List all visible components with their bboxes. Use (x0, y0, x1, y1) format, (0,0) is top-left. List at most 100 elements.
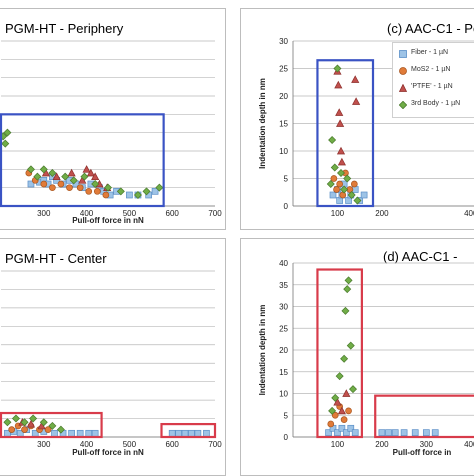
point-ptfe (335, 108, 344, 116)
point-fiber (51, 429, 58, 437)
highlight-box (0, 411, 103, 439)
point-mos2 (345, 407, 352, 415)
point-third-body (29, 414, 38, 423)
highlight-box (374, 394, 474, 439)
highlight-box (160, 422, 217, 439)
point-third-body (155, 183, 164, 192)
point-third-body (335, 372, 344, 381)
point-mos2 (327, 420, 335, 428)
point-fiber (91, 429, 99, 437)
point-third-body (104, 183, 112, 192)
y-tick-label: 20 (279, 92, 288, 101)
y-tick-label: 35 (279, 281, 288, 290)
point-third-body (330, 163, 339, 172)
point-third-body (343, 285, 352, 294)
point-mos2 (339, 191, 347, 199)
point-third-body (343, 174, 352, 183)
chart-b: 300 400 500 600 700 Pull-off force in nN (0, 270, 222, 457)
x-tick-label: 300 (420, 440, 434, 449)
point-mos2 (93, 187, 101, 195)
point-third-body (48, 421, 57, 430)
point-third-body (326, 180, 335, 188)
y-tick-label: 20 (279, 346, 288, 355)
x-tick-label: 600 (166, 440, 180, 449)
point-third-body (328, 406, 337, 415)
point-fiber (175, 429, 182, 437)
y-tick-label: 0 (284, 433, 289, 442)
point-fiber (338, 424, 346, 432)
x-tick-label: 100 (331, 209, 345, 218)
point-ptfe (336, 119, 345, 127)
y-axis-label: Indentation depth in nm (258, 305, 267, 396)
point-fiber (345, 197, 352, 204)
x-axis-label: Pull-off force in nN (72, 448, 144, 457)
point-ptfe (333, 397, 342, 406)
x-tick-label: 200 (375, 440, 389, 449)
x-tick-label: 400 (80, 440, 94, 449)
panel-b: PGM-HT - Center 300 400 500 600 700 Pull-off … (0, 238, 226, 476)
legend-triangle-icon (399, 84, 407, 92)
point-mos2 (333, 186, 340, 193)
point-mos2 (66, 184, 73, 192)
point-mos2 (336, 180, 344, 188)
point-ptfe (26, 419, 36, 428)
point-third-body (353, 196, 362, 205)
point-fiber (336, 197, 344, 204)
y-tick-label: 30 (279, 303, 288, 312)
point-ptfe (342, 389, 351, 397)
y-tick-label: 25 (279, 324, 288, 333)
point-third-body (328, 136, 337, 144)
point-mos2 (331, 411, 339, 419)
point-mos2 (57, 180, 65, 188)
point-fiber (181, 429, 189, 437)
point-third-body (61, 172, 70, 181)
point-third-body (11, 414, 20, 423)
point-mos2 (44, 426, 52, 433)
x-tick-label: 500 (123, 440, 137, 449)
y-tick-label: 5 (284, 411, 289, 420)
y-tick-label: 40 (279, 259, 288, 268)
point-mos2 (8, 426, 16, 433)
point-third-body (341, 306, 350, 315)
point-third-body (69, 176, 78, 185)
point-mos2 (21, 426, 28, 433)
x-tick-label: 300 (37, 209, 51, 218)
x-tick-label: 700 (208, 440, 222, 449)
point-third-body (340, 354, 349, 363)
chart-c: 100 200 400 0 5 10 15 20 25 30 Indentation depth i… (258, 37, 474, 218)
point-mos2 (76, 184, 84, 192)
point-fiber (168, 429, 176, 437)
y-tick-label: 5 (284, 175, 289, 184)
y-tick-label: 30 (279, 37, 288, 46)
point-third-body (80, 172, 89, 181)
point-fiber (411, 429, 419, 436)
point-ptfe (351, 75, 360, 83)
highlight-box (316, 59, 375, 208)
point-third-body (347, 191, 356, 199)
x-tick-label: 500 (123, 209, 137, 218)
legend: Fiber - 1 µN MoS2 - 1 µN 'PTFE' - 1 µN 3… (392, 42, 474, 118)
point-third-body (20, 418, 29, 427)
highlight-box (0, 113, 165, 208)
point-fiber (342, 429, 350, 436)
chart-d: 100 200 300 400 0 5 10 15 20 25 30 35 40 Indentation … (258, 259, 474, 457)
y-tick-label: 15 (279, 120, 288, 129)
y-tick-label: 10 (279, 390, 288, 399)
x-tick-label: 100 (331, 440, 345, 449)
point-third-body (3, 418, 12, 427)
point-ptfe (336, 146, 346, 155)
point-ptfe (67, 168, 76, 177)
point-third-body (48, 169, 57, 177)
point-fiber (334, 429, 341, 436)
x-tick-label: 700 (208, 209, 222, 218)
point-third-body (349, 385, 357, 394)
point-third-body (116, 187, 125, 196)
y-axis-label: Indentation depth in nm (258, 78, 267, 169)
point-fiber (68, 429, 75, 437)
legend-square-icon (399, 50, 407, 58)
x-tick-label: 300 (37, 440, 51, 449)
y-tick-label: 25 (279, 65, 288, 74)
point-ptfe (337, 406, 346, 415)
point-third-body (39, 418, 48, 427)
point-third-body (1, 139, 10, 148)
